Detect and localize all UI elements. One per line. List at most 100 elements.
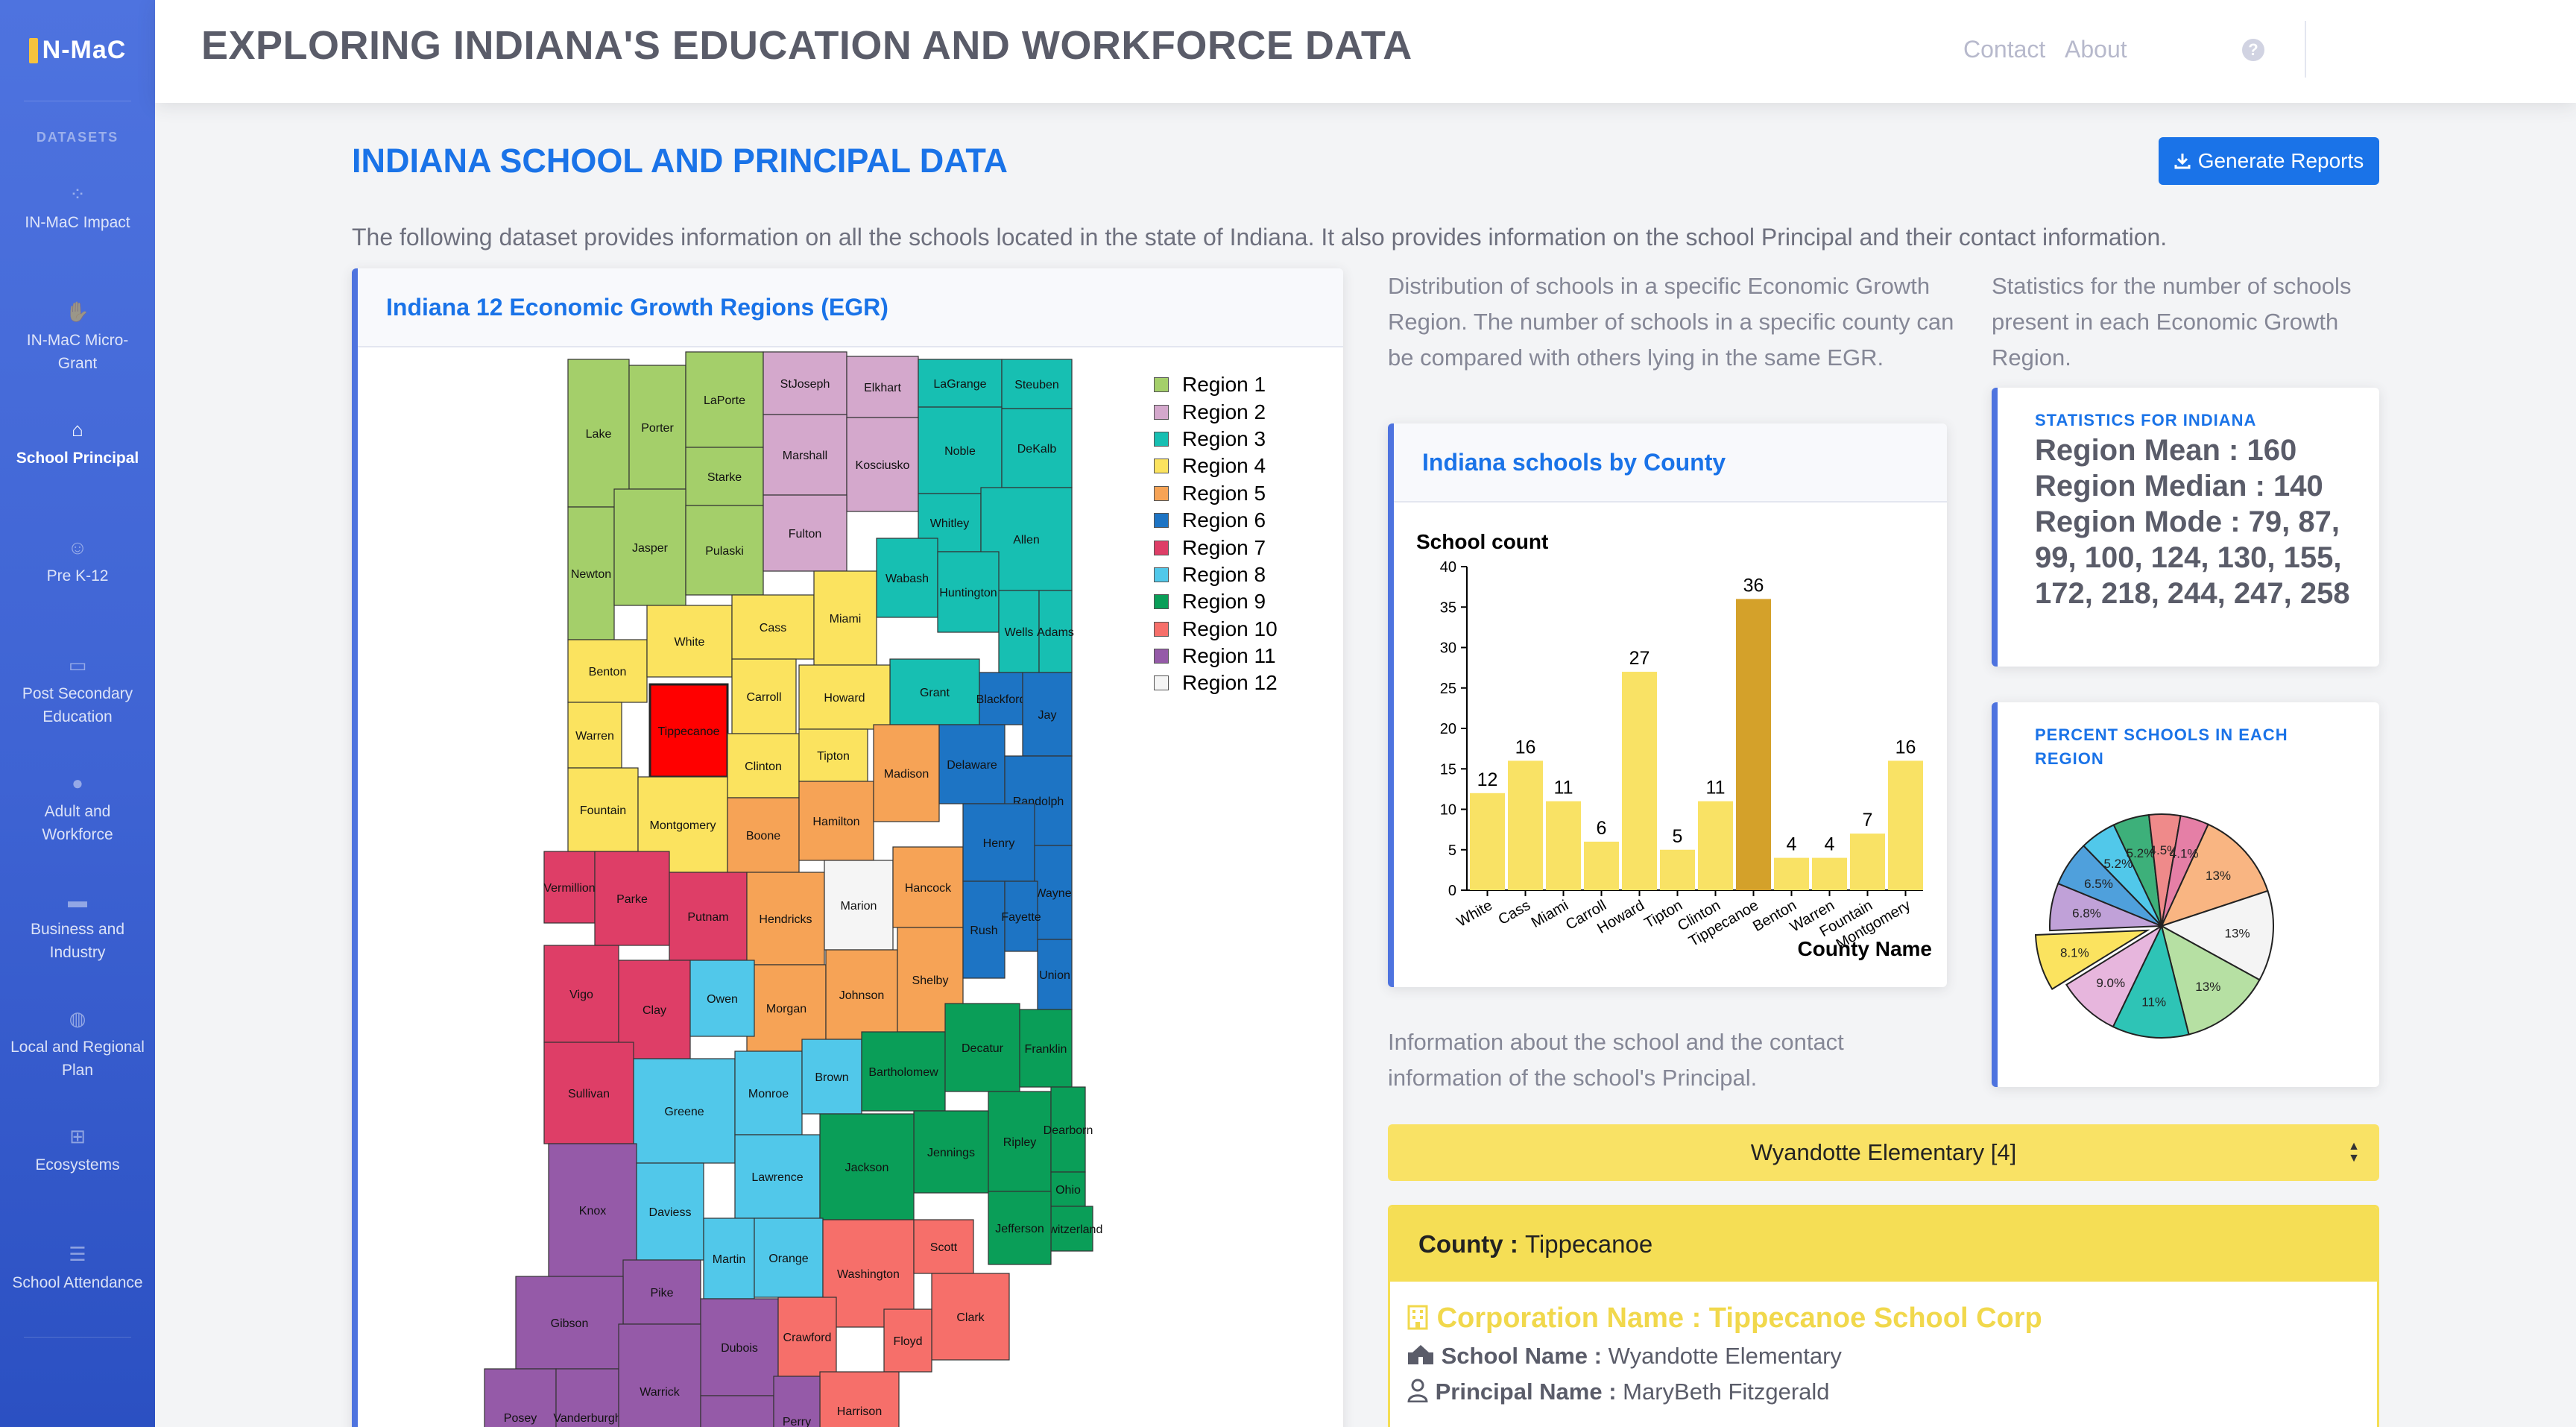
county-clinton[interactable] [727,733,800,798]
county-jefferson[interactable] [988,1191,1052,1265]
county-jasper[interactable] [613,488,686,606]
county-jay[interactable] [1022,672,1073,757]
bar-tippecanoe[interactable] [1736,599,1771,890]
county-tipton[interactable] [798,728,868,782]
county-union[interactable] [1037,939,1073,1010]
county-ripley[interactable] [988,1091,1052,1192]
county-bar-chart[interactable]: School count 0 5 10 15 20 25 30 35 40 12 White 16 Cas… [1394,503,1947,987]
county-starke[interactable] [685,447,764,506]
county-ohio[interactable] [1050,1171,1086,1207]
county-noble[interactable] [918,406,1003,494]
pie-slice[interactable] [2160,924,2261,1036]
county-sullivan[interactable] [543,1042,634,1144]
pie-slice[interactable] [2160,823,2269,927]
county-harrison[interactable] [819,1371,900,1427]
sidebar-item-business-and-industry[interactable]: ▬ Business and Industry [0,866,155,983]
contact-link[interactable]: Contact [1963,36,2046,63]
sidebar-item-pre-k-12[interactable]: ☺ Pre K-12 [0,512,155,630]
sidebar-item-in-mac-impact[interactable]: ⁘ IN-MaC Impact [0,159,155,277]
county-kosciusko[interactable] [846,417,919,512]
pie-slice[interactable] [2065,924,2164,1028]
county-wayne[interactable] [1034,845,1073,940]
county-warrick[interactable] [618,1323,701,1427]
sidebar-item-school-attendance[interactable]: ☰ School Attendance [0,1219,155,1337]
county-fayette[interactable] [1004,881,1038,952]
county-putnam[interactable] [669,872,748,961]
county-daviess[interactable] [636,1162,704,1261]
county-elkhart[interactable] [846,356,919,418]
county-jackson[interactable] [819,1113,915,1220]
county-vermillion[interactable] [543,851,596,924]
county-newton[interactable] [567,506,615,640]
county-huntington[interactable] [937,551,1000,633]
bar-clinton[interactable] [1698,801,1733,890]
county-marion[interactable] [824,860,894,951]
county-lawrence[interactable] [734,1134,821,1219]
bar-fountain[interactable] [1850,834,1885,890]
county-white[interactable] [646,605,733,678]
county-bartholomew[interactable] [861,1031,946,1112]
county-gibson[interactable] [515,1276,624,1370]
county-fulton[interactable] [763,494,847,572]
region-pie-chart[interactable]: 13%13%13%11%9.0%8.1%6.8%6.5%5.2%5.2%4.5%… [2035,784,2333,1068]
county-hancock[interactable] [892,846,964,928]
county-clark[interactable] [931,1273,1010,1361]
generate-reports-button[interactable]: Generate Reports [2159,137,2379,185]
pie-slice[interactable] [2112,924,2190,1039]
help-icon[interactable]: ? [2242,39,2264,61]
sidebar-item-local-and-regional-plan[interactable]: ◍ Local and Regional Plan [0,983,155,1101]
county-tippecanoe[interactable] [648,683,729,778]
county-cass[interactable] [731,594,815,660]
county-rush[interactable] [962,881,1006,979]
county-scott[interactable] [913,1219,974,1274]
county-martin[interactable] [703,1217,755,1300]
brand-logo[interactable]: N-MaC [24,0,131,101]
county-miami[interactable] [813,570,877,666]
bar-cass[interactable] [1508,760,1543,890]
bar-benton[interactable] [1774,857,1809,890]
county-morgan[interactable] [746,964,827,1052]
county-decatur[interactable] [944,1003,1020,1092]
county-carroll[interactable] [731,658,797,734]
county-blackford[interactable] [979,672,1023,725]
indiana-map[interactable]: Lake Porter LaPorte StJoseph Elkhart LaGrange… [358,347,1343,1427]
county-crawford[interactable] [777,1297,837,1377]
county-posey[interactable] [484,1368,557,1427]
bar-warren[interactable] [1812,857,1847,890]
pie-slice[interactable] [2035,929,2150,991]
county-hamilton[interactable] [798,781,874,861]
county-delaware[interactable] [938,724,1006,804]
bar-miami[interactable] [1546,801,1581,890]
county-perry[interactable] [773,1376,821,1427]
county-benton[interactable] [567,639,648,703]
county-brown[interactable] [801,1039,862,1115]
county-lake[interactable] [567,359,630,508]
bar-montgomery[interactable] [1888,760,1923,890]
pie-slice[interactable] [2161,815,2209,927]
county-dubois[interactable] [700,1298,779,1396]
county-adams[interactable] [1038,590,1073,673]
county-howard[interactable] [798,664,891,730]
about-link[interactable]: About [2065,36,2127,63]
bar-tipton[interactable] [1660,849,1695,890]
bar-white[interactable] [1470,793,1505,890]
county-orange[interactable] [754,1217,824,1298]
sidebar-item-adult-and-workforce[interactable]: ● Adult and Workforce [0,748,155,866]
county-vanderburgh[interactable] [555,1368,619,1427]
county-madison[interactable] [873,724,940,822]
county-owen[interactable] [689,960,755,1037]
county-pike[interactable] [622,1259,701,1325]
county-henry[interactable] [962,803,1035,882]
bar-carroll[interactable] [1584,841,1619,890]
sidebar-item-school-principal[interactable]: ⌂ School Principal [0,394,155,512]
bar-howard[interactable] [1622,672,1657,890]
county-franklin[interactable] [1019,1009,1073,1088]
county-floyd[interactable] [883,1308,932,1373]
pie-slice[interactable] [2159,889,2274,981]
county-knox[interactable] [548,1143,637,1277]
county-steuben[interactable] [1001,359,1073,409]
county-parke[interactable] [594,851,670,946]
sidebar-item-ecosystems[interactable]: ⊞ Ecosystems [0,1101,155,1219]
county-boone[interactable] [727,797,800,873]
county-marshall[interactable] [763,414,847,496]
